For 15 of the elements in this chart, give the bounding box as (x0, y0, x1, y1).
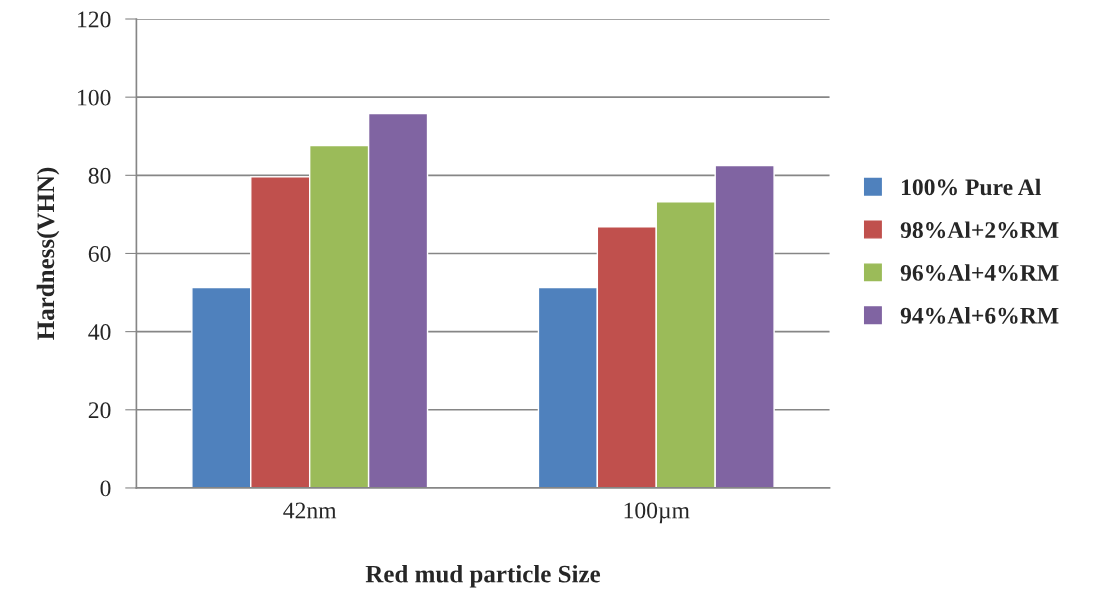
y-tick-label: 120 (78, 11, 111, 28)
legend-label: 96%Al+4%RM (900, 264, 1059, 281)
x-axis-title: Red mud particle Size (365, 564, 601, 588)
y-axis-title: Hardness(VHN) (36, 167, 60, 340)
x-tick-label: 42nm (283, 502, 337, 519)
y-tick-label: 40 (88, 324, 111, 341)
y-tick-label: 100 (78, 89, 111, 106)
legend-label: 94%Al+6%RM (900, 307, 1059, 324)
x-tick-label: 100µm (624, 502, 690, 524)
legend-label: 98%Al+2%RM (900, 221, 1059, 239)
y-tick-label: 80 (88, 167, 111, 184)
y-tick-label: 0 (100, 480, 111, 497)
y-tick-label: 60 (88, 245, 111, 262)
legend-label: 100% Pure Al (901, 178, 1041, 196)
y-tick-label: 20 (88, 402, 111, 419)
